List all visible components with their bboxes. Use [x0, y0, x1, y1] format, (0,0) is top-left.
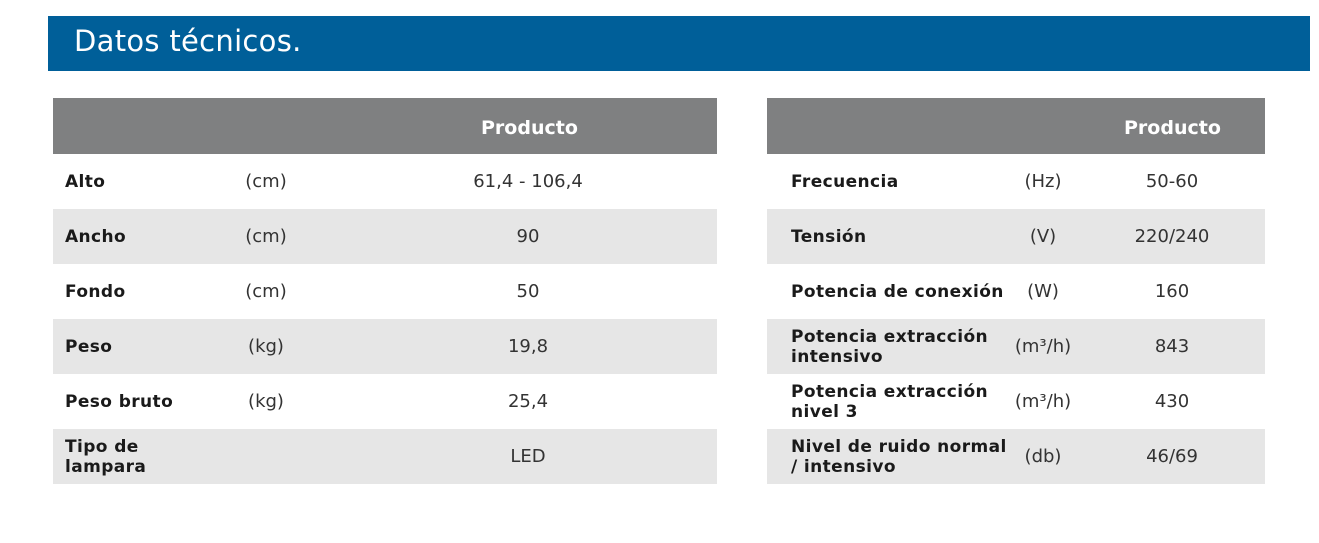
- row-unit: (cm): [245, 226, 287, 247]
- table-row: Peso bruto (kg) 25,4: [53, 374, 717, 429]
- row-label: Tipo de lampara: [65, 436, 147, 477]
- column-title-producto: Producto: [481, 117, 578, 139]
- row-unit: (Hz): [1024, 171, 1062, 192]
- dimensions-table: Producto Alto (cm) 61,4 - 106,4 Ancho (c…: [53, 98, 717, 484]
- table-row: Potencia de conexión (W) 160: [767, 264, 1265, 319]
- row-value: 843: [1154, 336, 1190, 357]
- table-header: Producto: [767, 98, 1265, 154]
- title-banner: Datos técnicos.: [48, 16, 1310, 71]
- row-value: 46/69: [1146, 446, 1198, 467]
- electrical-table: Producto Frecuencia (Hz) 50-60 Tensión (…: [767, 98, 1265, 484]
- row-unit: (W): [1027, 281, 1059, 302]
- row-value: 220/240: [1134, 226, 1210, 247]
- row-label: Potencia extracción intensivo: [791, 326, 989, 367]
- row-unit: (cm): [245, 171, 287, 192]
- table-header: Producto: [53, 98, 717, 154]
- row-value: LED: [510, 446, 546, 467]
- row-label: Peso: [65, 336, 113, 357]
- row-label: Potencia de conexión: [791, 281, 1004, 302]
- row-label: Alto: [65, 171, 106, 192]
- row-value: 50-60: [1145, 171, 1199, 192]
- row-unit: (m³/h): [1014, 391, 1072, 412]
- table-row: Tensión (V) 220/240: [767, 209, 1265, 264]
- row-label: Nivel de ruido normal / intensivo: [791, 436, 1007, 477]
- row-label: Fondo: [65, 281, 126, 302]
- row-value: 430: [1154, 391, 1190, 412]
- row-unit: (m³/h): [1014, 336, 1072, 357]
- row-value: 160: [1154, 281, 1190, 302]
- row-unit: (kg): [248, 391, 284, 412]
- row-unit: (V): [1029, 226, 1057, 247]
- row-label: Tensión: [791, 226, 867, 247]
- row-label: Ancho: [65, 226, 127, 247]
- row-unit: [213, 429, 319, 484]
- row-label: Frecuencia: [791, 171, 899, 192]
- table-row: Peso (kg) 19,8: [53, 319, 717, 374]
- row-unit: (db): [1024, 446, 1062, 467]
- row-label: Potencia extracción nivel 3: [791, 381, 989, 422]
- table-row: Fondo (cm) 50: [53, 264, 717, 319]
- table-row: Nivel de ruido normal / intensivo (db) 4…: [767, 429, 1265, 484]
- row-value: 19,8: [507, 336, 549, 357]
- page-title: Datos técnicos.: [74, 24, 302, 58]
- table-row: Potencia extracción nivel 3 (m³/h) 430: [767, 374, 1265, 429]
- row-unit: (cm): [245, 281, 287, 302]
- row-value: 50: [516, 281, 540, 302]
- row-unit: (kg): [248, 336, 284, 357]
- table-row: Alto (cm) 61,4 - 106,4: [53, 154, 717, 209]
- table-row: Ancho (cm) 90: [53, 209, 717, 264]
- row-value: 61,4 - 106,4: [473, 171, 583, 192]
- table-row: Frecuencia (Hz) 50-60: [767, 154, 1265, 209]
- row-label: Peso bruto: [65, 391, 174, 412]
- column-title-producto: Producto: [1124, 117, 1221, 139]
- row-value: 25,4: [507, 391, 549, 412]
- table-row: Potencia extracción intensivo (m³/h) 843: [767, 319, 1265, 374]
- row-value: 90: [516, 226, 540, 247]
- table-row: Tipo de lampara LED: [53, 429, 717, 484]
